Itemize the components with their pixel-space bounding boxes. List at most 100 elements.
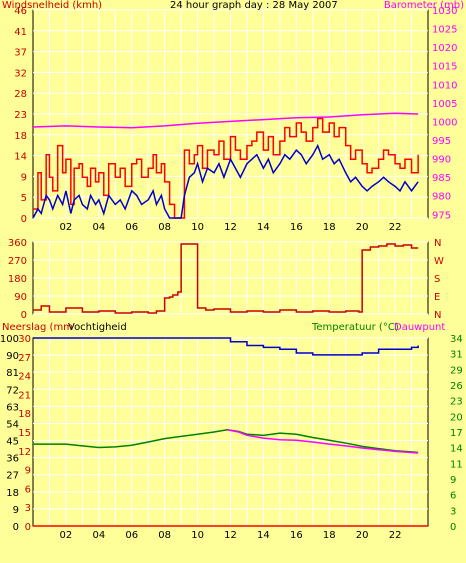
y2-tick-label: 29 [450, 365, 463, 376]
y2-tick-label: 990 [432, 155, 451, 166]
y2-tick-label: 20 [450, 412, 463, 423]
y-tick-label: 9 [21, 172, 27, 183]
y2-tick-label: 975 [432, 210, 451, 221]
y-tick-label: 81 [6, 368, 19, 379]
x-tick-label: 20 [356, 222, 369, 233]
series-wind-line [33, 117, 419, 219]
y-tick-label: 360 [8, 238, 27, 249]
rain-tick-label: 30 [18, 334, 31, 345]
y-tick-label: 28 [14, 89, 27, 100]
y2-tick-label: 26 [450, 381, 463, 392]
y-tick-label: 100 [0, 334, 19, 345]
y2-tick-label: 23 [450, 397, 463, 408]
y-tick-label: 0 [21, 214, 27, 225]
y2-tick-label: 1000 [432, 117, 457, 128]
y-tick-label: 270 [8, 256, 27, 267]
x-tick-label: 10 [191, 530, 204, 541]
y2-tick-label: 34 [450, 334, 463, 345]
rain-tick-label: 15 [18, 428, 31, 439]
x-tick-label: 22 [389, 222, 402, 233]
ylabel-dewpoint: Dauwpunt [394, 322, 445, 333]
x-tick-label: 06 [125, 222, 138, 233]
y2-tick-label: W [434, 256, 444, 267]
y-tick-label: 41 [14, 27, 27, 38]
y2-tick-label: 985 [432, 173, 451, 184]
y2-tick-label: 0 [450, 522, 456, 533]
x-tick-label: 14 [257, 530, 270, 541]
rain-tick-label: 0 [25, 522, 31, 533]
y-tick-label: 37 [14, 48, 27, 59]
y2-tick-label: 995 [432, 136, 451, 147]
y2-tick-label: 1015 [432, 62, 457, 73]
x-tick-label: 08 [158, 530, 171, 541]
rain-tick-label: 9 [25, 466, 31, 477]
x-tick-label: 12 [224, 222, 237, 233]
y2-tick-label: 1020 [432, 43, 457, 54]
ylabel-temperature: Temperatuur (°C) [311, 322, 399, 333]
series-humidity-line [33, 337, 419, 356]
y2-tick-label: 980 [432, 192, 451, 203]
y2-tick-label: 1030 [432, 6, 457, 17]
ylabel-humidity: Vochtigheid [68, 322, 127, 333]
y2-tick-label: S [434, 274, 440, 285]
x-tick-label: 16 [290, 530, 303, 541]
y-tick-label: 180 [8, 274, 27, 285]
x-tick-label: 18 [323, 222, 336, 233]
y2-tick-label: 1025 [432, 25, 457, 36]
y-tick-label: 14 [14, 152, 27, 163]
rain-tick-label: 6 [25, 484, 31, 495]
x-tick-label: 14 [257, 222, 270, 233]
y-tick-label: 23 [14, 110, 27, 121]
y2-tick-label: 9 [450, 475, 456, 486]
x-tick-label: 02 [60, 530, 73, 541]
rain-tick-label: 21 [18, 390, 31, 401]
series-dewpoint-line [227, 429, 419, 454]
x-tick-label: 02 [60, 222, 73, 233]
y-tick-label: 27 [6, 471, 19, 482]
x-tick-label: 06 [125, 530, 138, 541]
x-tick-label: 10 [191, 222, 204, 233]
y2-tick-label: 14 [450, 444, 463, 455]
y-tick-label: 45 [6, 437, 19, 448]
series-gust-line [32, 143, 419, 219]
y-tick-label: 32 [14, 68, 27, 79]
y-tick-label: 63 [6, 402, 19, 413]
y2-tick-label: 1005 [432, 99, 457, 110]
x-tick-label: 20 [356, 530, 369, 541]
rain-tick-label: 3 [25, 503, 31, 514]
y-tick-label: 0 [13, 522, 19, 533]
x-tick-label: 04 [92, 222, 105, 233]
ylabel-wind: Windsnelheid (kmh) [2, 0, 102, 11]
y2-tick-label: 1010 [432, 80, 457, 91]
rain-tick-label: 18 [18, 409, 31, 420]
y-tick-label: 18 [6, 488, 19, 499]
y2-tick-label: E [434, 292, 440, 303]
ylabel-rain: Neerslag (mm [2, 322, 73, 333]
y2-tick-label: 3 [450, 506, 456, 517]
x-tick-label: 22 [389, 530, 402, 541]
y-tick-label: 0 [21, 310, 27, 321]
y-tick-label: 72 [6, 385, 19, 396]
y-tick-label: 90 [6, 351, 19, 362]
y2-tick-label: 31 [450, 350, 463, 361]
chart-title: 24 hour graph day : 28 May 2007 [170, 0, 338, 11]
y2-tick-label: N [434, 310, 441, 321]
series-direction-line [33, 243, 419, 314]
x-tick-label: 18 [323, 530, 336, 541]
y-tick-label: 5 [21, 193, 27, 204]
y-tick-label: 54 [6, 419, 19, 430]
y-tick-label: 46 [14, 6, 27, 17]
rain-tick-label: 27 [18, 353, 31, 364]
rain-tick-label: 24 [18, 372, 31, 383]
x-tick-label: 04 [92, 530, 105, 541]
y2-tick-label: 17 [450, 428, 463, 439]
y-tick-label: 90 [14, 292, 27, 303]
rain-tick-label: 12 [18, 447, 31, 458]
ylabel-barometer: Barometer (mb) [384, 0, 464, 11]
series-barometer-line [32, 112, 419, 129]
y2-tick-label: 6 [450, 491, 456, 502]
x-tick-label: 12 [224, 530, 237, 541]
y2-tick-label: N [434, 238, 441, 249]
